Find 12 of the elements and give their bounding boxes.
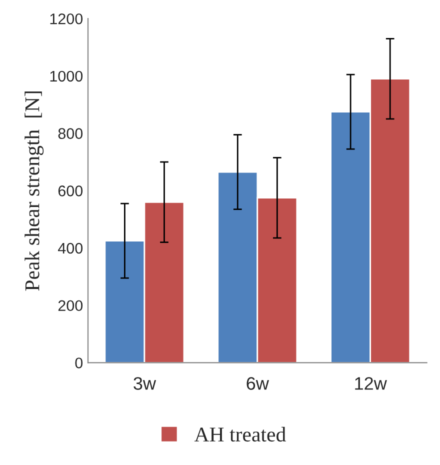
y-tick-label: 0 — [75, 358, 83, 368]
y-tick-label: 600 — [58, 186, 83, 196]
y-tick-label: 200 — [58, 300, 83, 312]
y-tick-label: 1200 — [50, 13, 83, 24]
x-tick-label: 6w — [246, 377, 269, 390]
x-tick-label: 12w — [355, 377, 387, 390]
y-tick-label: 1000 — [50, 70, 83, 82]
y-axis-title: Peak shear strength [N] — [24, 92, 44, 291]
x-tick-label: 3w — [134, 377, 156, 390]
y-tick-label: 400 — [58, 242, 83, 254]
y-tick-label: 800 — [58, 128, 83, 139]
legend-label: AH treated — [194, 426, 286, 442]
